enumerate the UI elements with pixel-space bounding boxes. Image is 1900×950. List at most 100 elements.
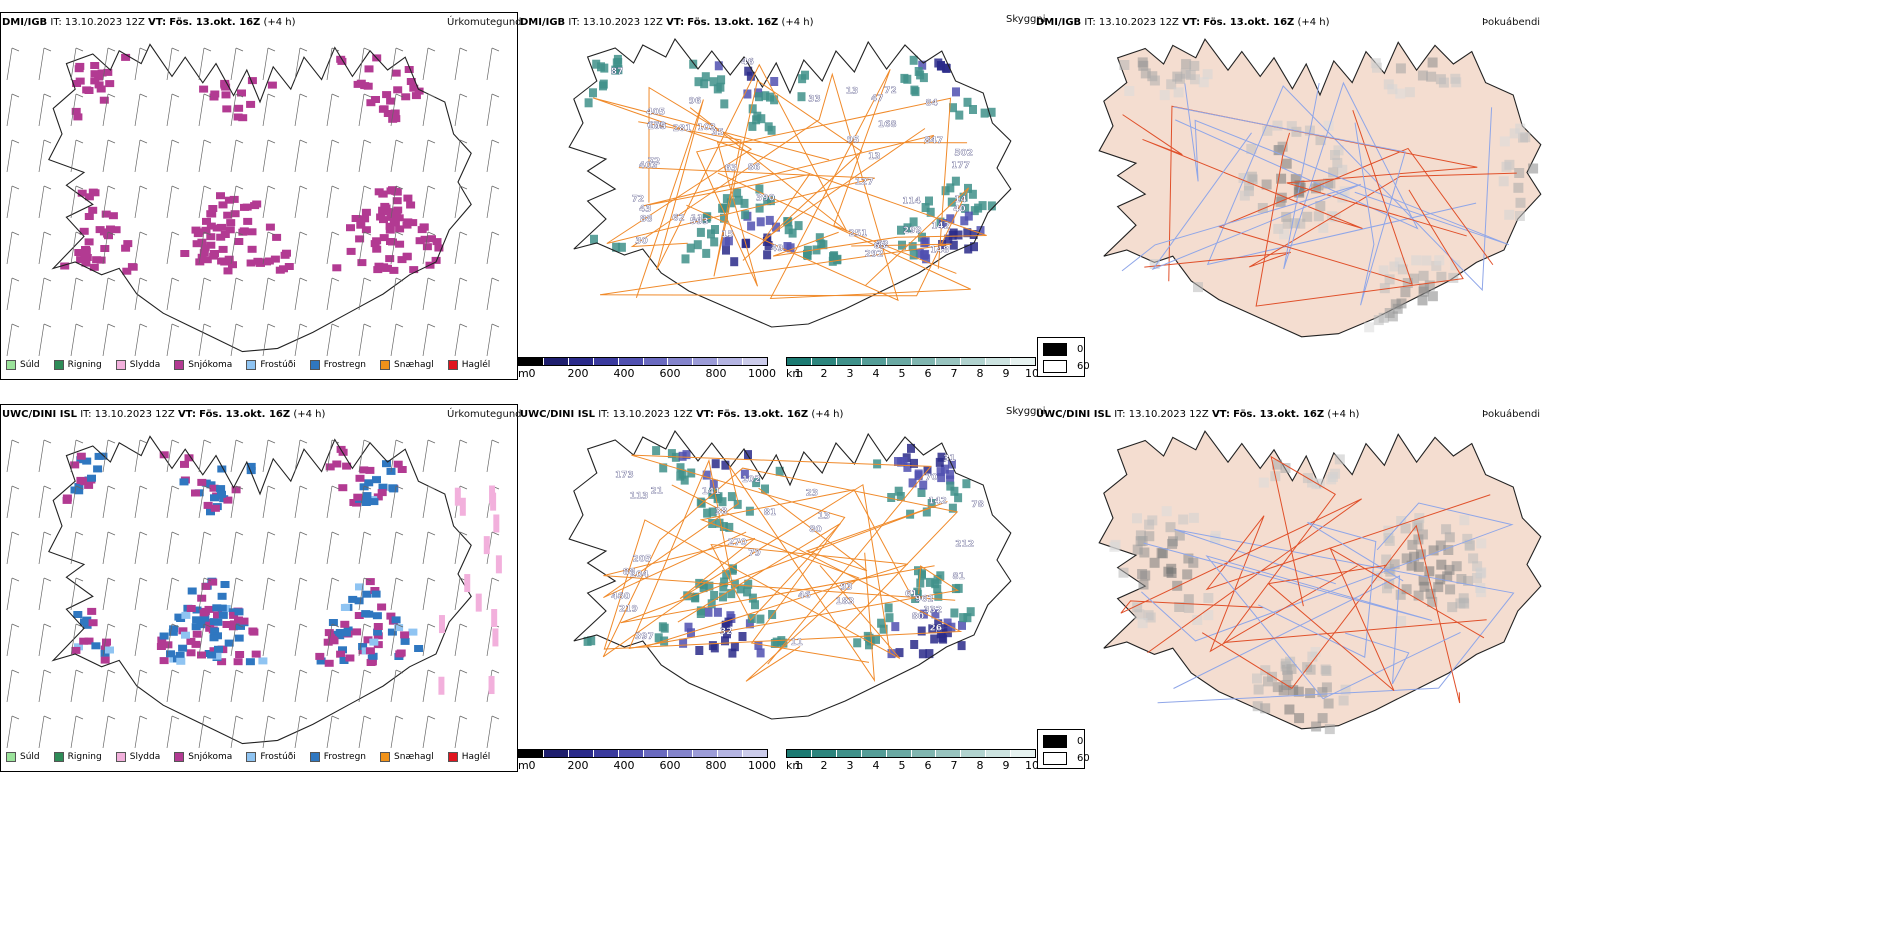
wind-barb-icon (198, 47, 212, 81)
visibility-cell (918, 60, 927, 70)
fog-cell (1395, 589, 1406, 600)
visibility-cell (833, 254, 842, 264)
precip-cell (235, 651, 245, 658)
fog-cell (1459, 598, 1470, 609)
wind-barb-icon (358, 577, 372, 611)
wind-barb-icon (262, 485, 276, 519)
precip-cell (73, 113, 83, 121)
visibility-value-label: 93 (840, 582, 853, 592)
legend-label: Snæhagl (394, 360, 434, 370)
precip-cell (228, 608, 238, 616)
road-line (630, 72, 899, 302)
visibility-value-label: 84 (925, 98, 938, 108)
visibility-cell (885, 613, 894, 623)
fog-cell (1384, 274, 1395, 285)
precip-cell (265, 223, 275, 231)
colorbar-tick: 8 (976, 759, 984, 772)
precip-cell (282, 249, 291, 257)
wind-barb-icon (358, 623, 372, 657)
colorbar-tick: 7 (950, 759, 958, 772)
wind-barb-icon (422, 231, 436, 265)
wind-barb-icon (38, 231, 52, 265)
fog-cell (1192, 615, 1203, 625)
colorbar-tick: 200 (567, 759, 589, 772)
fog-cell (1438, 77, 1449, 88)
colorbar-segment (911, 358, 937, 365)
fog-cell (1323, 698, 1334, 709)
wind-barb-icon (294, 185, 308, 219)
precip-cell (99, 228, 109, 236)
precip-cell (192, 240, 202, 248)
river-line (1175, 81, 1419, 270)
road-line (606, 86, 875, 244)
precip-cell (349, 499, 359, 506)
visibility-cell (710, 591, 719, 600)
wind-barb-icon (326, 531, 340, 565)
panel-title-vis-row1: Skyggni (1006, 14, 1046, 25)
fog-cell (1257, 203, 1268, 213)
wind-barb-icon (422, 139, 436, 173)
precip-legend-row2: Súld Rigning Slydda Snjókoma Frostúði Frostre… (6, 752, 504, 762)
precip-legend-item: Frostúði (246, 752, 296, 762)
wind-barb-icon (230, 47, 244, 81)
legend-label: Haglél (461, 752, 491, 762)
visibility-cell (934, 591, 943, 601)
visibility-cell (730, 579, 739, 589)
precip-cell (94, 81, 104, 89)
wind-barb-icon (358, 185, 372, 219)
fog-cell (1444, 564, 1455, 575)
fog-cell (1173, 87, 1184, 98)
visibility-value-label: 141 (702, 487, 721, 497)
legend-label: Frostregn (323, 752, 367, 762)
precip-cell (366, 659, 376, 666)
wind-barb-icon (390, 531, 404, 565)
visibility-value-label: 177 (951, 161, 970, 171)
wind-barb-icon (134, 623, 148, 657)
wind-barb-icon (358, 323, 372, 357)
fog-cell (1182, 569, 1193, 580)
visibility-value-label: 212 (955, 540, 974, 550)
wind-barb-icon (422, 715, 436, 749)
wind-barb-icon (166, 231, 180, 265)
wind-barb-icon (422, 485, 436, 519)
visibility-cell (775, 466, 784, 476)
fog-cell (1198, 77, 1209, 88)
visibility-cell (590, 234, 598, 244)
precip-cell (489, 485, 496, 504)
wind-barb-icon (422, 669, 436, 703)
colorbar-tick: 1 (794, 759, 802, 772)
precip-cell (191, 489, 200, 497)
precip-cell (360, 215, 370, 223)
fog-cell (1419, 581, 1430, 592)
visibility-cell (949, 240, 958, 250)
precip-cell (159, 632, 169, 640)
fog-cell (1406, 560, 1417, 571)
precip-cell (98, 452, 108, 460)
visibility-value-label: 35 (711, 128, 724, 138)
wind-barb-icon (294, 577, 308, 611)
visibility-cell (937, 452, 946, 462)
wind-barb-icon (262, 323, 276, 357)
precip-cell (464, 574, 471, 593)
wind-barb-icon (358, 231, 372, 265)
precip-cell (103, 68, 113, 76)
visibility-cell (719, 592, 727, 602)
colorbar-segment (568, 358, 594, 365)
colorbar-segment (886, 750, 912, 757)
fog-cell (1307, 651, 1318, 662)
fog-cell (1442, 571, 1453, 582)
visibility-value-label: 847 (924, 136, 943, 146)
fog-cell (1210, 530, 1221, 541)
visibility-cell (887, 493, 896, 502)
precip-cell (267, 81, 277, 89)
visibility-cell (713, 607, 722, 617)
fog-cell (1277, 141, 1288, 152)
wind-barb-icon (70, 485, 84, 519)
colorbar-segment (668, 750, 694, 757)
legend-label: Snjókoma (188, 752, 233, 762)
precip-cell (224, 255, 234, 263)
precip-map-frame-row1 (0, 12, 518, 380)
precip-cell (216, 233, 226, 241)
wind-barb-icon (326, 93, 340, 127)
precip-cell (197, 651, 206, 659)
